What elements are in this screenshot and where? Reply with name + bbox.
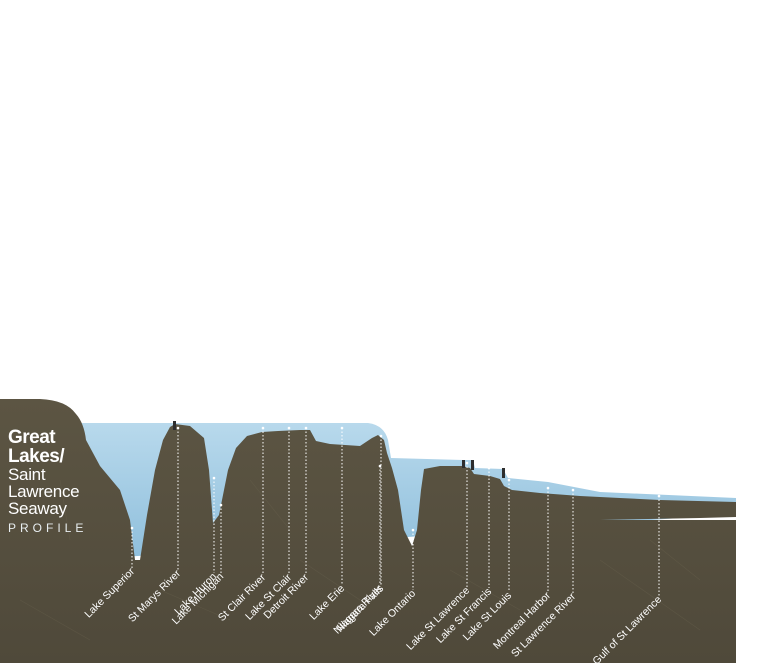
leader-dot (657, 494, 661, 498)
leader-dot (411, 528, 415, 532)
feature-leaders (130, 426, 661, 596)
leader-dot (340, 426, 344, 430)
title-line-4: Lawrence (8, 482, 80, 501)
lock-1 (462, 460, 465, 468)
title-line-2: Lakes/ (8, 446, 65, 467)
lock-soo (173, 421, 176, 430)
leader-dot (465, 461, 469, 465)
title-line-5: Seaway (8, 499, 67, 518)
rock-cross-section (0, 399, 736, 663)
title-profile: PROFILE (8, 521, 88, 535)
leader-dot (212, 476, 216, 480)
title-line-1: Great (8, 427, 56, 448)
leader-dot (487, 466, 491, 470)
leader-dot (261, 426, 265, 430)
leader-dot (287, 426, 291, 430)
leader-dot (546, 486, 550, 490)
leader-dot (176, 426, 180, 430)
leader-dot (219, 503, 223, 507)
leader-dot (378, 464, 382, 468)
locks (173, 421, 505, 478)
lock-3 (502, 468, 505, 478)
leader-dot (571, 488, 575, 492)
rock-texture (19, 479, 701, 641)
leader-dot (130, 526, 134, 530)
leader-dot (379, 434, 383, 438)
lock-2 (471, 460, 474, 470)
title-block: Great Lakes/ Saint Lawrence Seaway PROFI… (8, 428, 87, 535)
leader-dot (304, 426, 308, 430)
leader-dot (507, 478, 511, 482)
title-line-3: Saint (8, 465, 46, 484)
